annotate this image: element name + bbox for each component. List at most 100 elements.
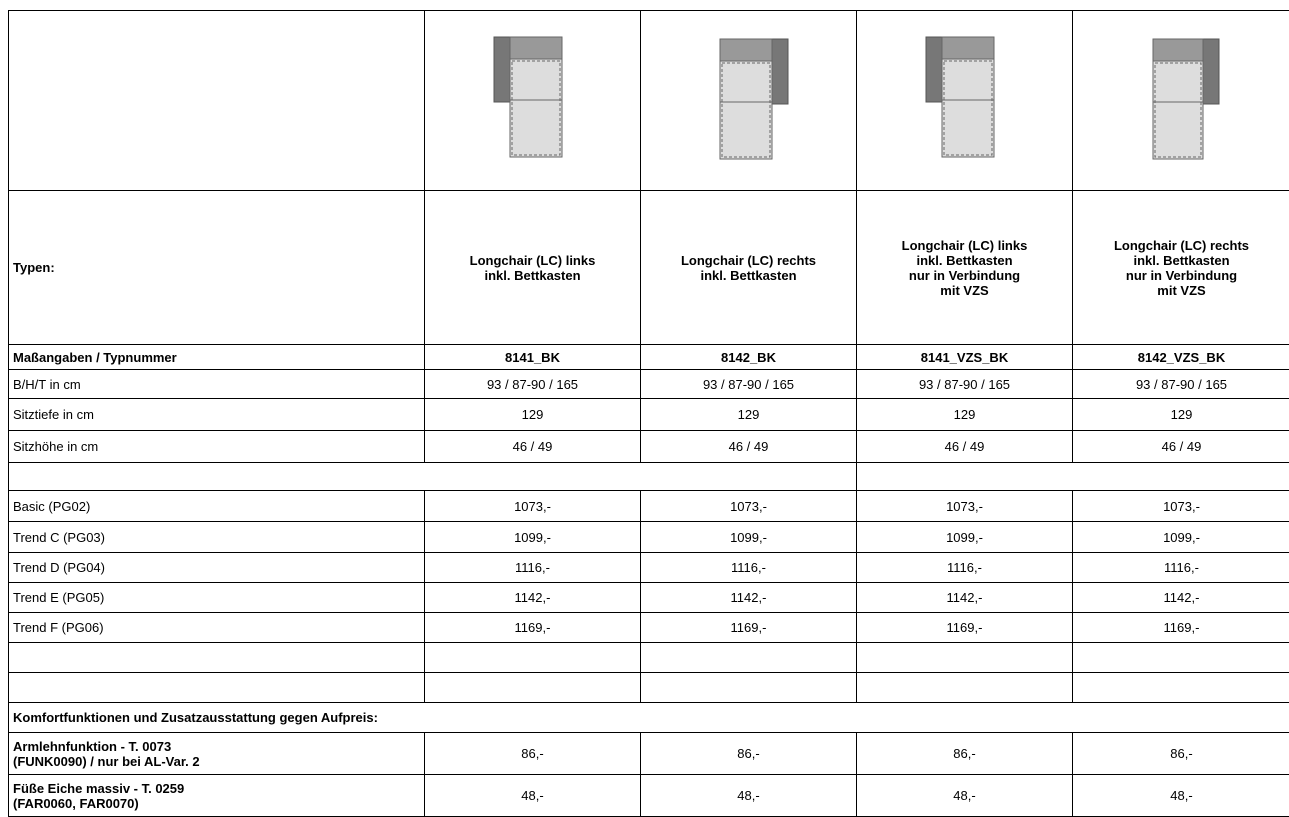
- cell: Sitztiefe in cm: [9, 399, 425, 431]
- cell: 48,-: [857, 775, 1073, 817]
- cell: 1073,-: [641, 491, 857, 522]
- cell: [9, 673, 425, 703]
- cell: 129: [641, 399, 857, 431]
- cell: 1116,-: [857, 553, 1073, 583]
- cell: 1073,-: [1073, 491, 1289, 522]
- sofa-icon: [709, 36, 789, 166]
- cell: 129: [425, 399, 641, 431]
- cell: [857, 11, 1073, 191]
- empty-row: [9, 463, 1289, 491]
- cell: 1169,-: [641, 613, 857, 643]
- price-row: Trend E (PG05)1142,-1142,-1142,-1142,-: [9, 583, 1289, 613]
- cell: 1116,-: [641, 553, 857, 583]
- cell: Longchair (LC) links inkl. Bettkasten nu…: [857, 191, 1073, 345]
- cell: Maßangaben / Typnummer: [9, 345, 425, 370]
- cell: Trend D (PG04): [9, 553, 425, 583]
- cell: [1073, 643, 1289, 673]
- cell: Trend F (PG06): [9, 613, 425, 643]
- section-row: Komfortfunktionen und Zusatzausstattung …: [9, 703, 1289, 733]
- types-row: Typen:Longchair (LC) links inkl. Bettkas…: [9, 191, 1289, 345]
- table-body: Typen:Longchair (LC) links inkl. Bettkas…: [9, 11, 1289, 817]
- cell: 1142,-: [1073, 583, 1289, 613]
- extra-row: Armlehnfunktion - T. 0073 (FUNK0090) / n…: [9, 733, 1289, 775]
- cell: [641, 643, 857, 673]
- cell: [9, 463, 857, 491]
- extra-row: Füße Eiche massiv - T. 0259 (FAR0060, FA…: [9, 775, 1289, 817]
- cell: Longchair (LC) rechts inkl. Bettkasten n…: [1073, 191, 1289, 345]
- sofa-icon: [1142, 36, 1222, 166]
- cell: [641, 11, 857, 191]
- cell: 46 / 49: [641, 431, 857, 463]
- cell: 86,-: [857, 733, 1073, 775]
- cell: [641, 673, 857, 703]
- cell: [425, 673, 641, 703]
- cell: 1142,-: [857, 583, 1073, 613]
- cell: 1116,-: [1073, 553, 1289, 583]
- empty-row: [9, 673, 1289, 703]
- cell: [425, 643, 641, 673]
- cell: 1142,-: [641, 583, 857, 613]
- cell: Füße Eiche massiv - T. 0259 (FAR0060, FA…: [9, 775, 425, 817]
- cell: 1099,-: [641, 522, 857, 553]
- cell: Armlehnfunktion - T. 0073 (FUNK0090) / n…: [9, 733, 425, 775]
- cell: 1073,-: [857, 491, 1073, 522]
- sofa-icon: [493, 36, 573, 166]
- price-row: Trend D (PG04)1116,-1116,-1116,-1116,-: [9, 553, 1289, 583]
- cell: 46 / 49: [857, 431, 1073, 463]
- cell: B/H/T in cm: [9, 370, 425, 399]
- cell: [1073, 673, 1289, 703]
- cell: Komfortfunktionen und Zusatzausstattung …: [9, 703, 1289, 733]
- cell: 1099,-: [425, 522, 641, 553]
- cell: 93 / 87-90 / 165: [857, 370, 1073, 399]
- cell: Basic (PG02): [9, 491, 425, 522]
- cell: 48,-: [1073, 775, 1289, 817]
- cell: 8142_VZS_BK: [1073, 345, 1289, 370]
- cell: 1073,-: [425, 491, 641, 522]
- cell: Sitzhöhe in cm: [9, 431, 425, 463]
- cell: Trend C (PG03): [9, 522, 425, 553]
- cell: 129: [1073, 399, 1289, 431]
- cell: 1169,-: [425, 613, 641, 643]
- cell: 1099,-: [1073, 522, 1289, 553]
- cell: 1169,-: [857, 613, 1073, 643]
- cell: [857, 673, 1073, 703]
- cell: 1142,-: [425, 583, 641, 613]
- cell: 1099,-: [857, 522, 1073, 553]
- cell: 86,-: [641, 733, 857, 775]
- cell: 1116,-: [425, 553, 641, 583]
- price-row: Trend F (PG06)1169,-1169,-1169,-1169,-: [9, 613, 1289, 643]
- empty-row: [9, 643, 1289, 673]
- cell: 8141_VZS_BK: [857, 345, 1073, 370]
- cell: 48,-: [425, 775, 641, 817]
- sofa-icon: [925, 36, 1005, 166]
- cell: [9, 11, 425, 191]
- cell: 93 / 87-90 / 165: [425, 370, 641, 399]
- cell: 86,-: [1073, 733, 1289, 775]
- price-row: Basic (PG02)1073,-1073,-1073,-1073,-: [9, 491, 1289, 522]
- cell: [425, 11, 641, 191]
- cell: 93 / 87-90 / 165: [641, 370, 857, 399]
- cell: 48,-: [641, 775, 857, 817]
- price-row: Trend C (PG03)1099,-1099,-1099,-1099,-: [9, 522, 1289, 553]
- cell: 8142_BK: [641, 345, 857, 370]
- cell: Longchair (LC) rechts inkl. Bettkasten: [641, 191, 857, 345]
- cell: Typen:: [9, 191, 425, 345]
- cell: 1169,-: [1073, 613, 1289, 643]
- cell: 8141_BK: [425, 345, 641, 370]
- cell: [9, 643, 425, 673]
- cell: [857, 643, 1073, 673]
- cell: 129: [857, 399, 1073, 431]
- cell: 93 / 87-90 / 165: [1073, 370, 1289, 399]
- image-row: [9, 11, 1289, 191]
- cell: [857, 463, 1289, 491]
- cell: Longchair (LC) links inkl. Bettkasten: [425, 191, 641, 345]
- cell: [1073, 11, 1289, 191]
- cell: 86,-: [425, 733, 641, 775]
- price-table: Typen:Longchair (LC) links inkl. Bettkas…: [8, 10, 1289, 817]
- cell: 46 / 49: [425, 431, 641, 463]
